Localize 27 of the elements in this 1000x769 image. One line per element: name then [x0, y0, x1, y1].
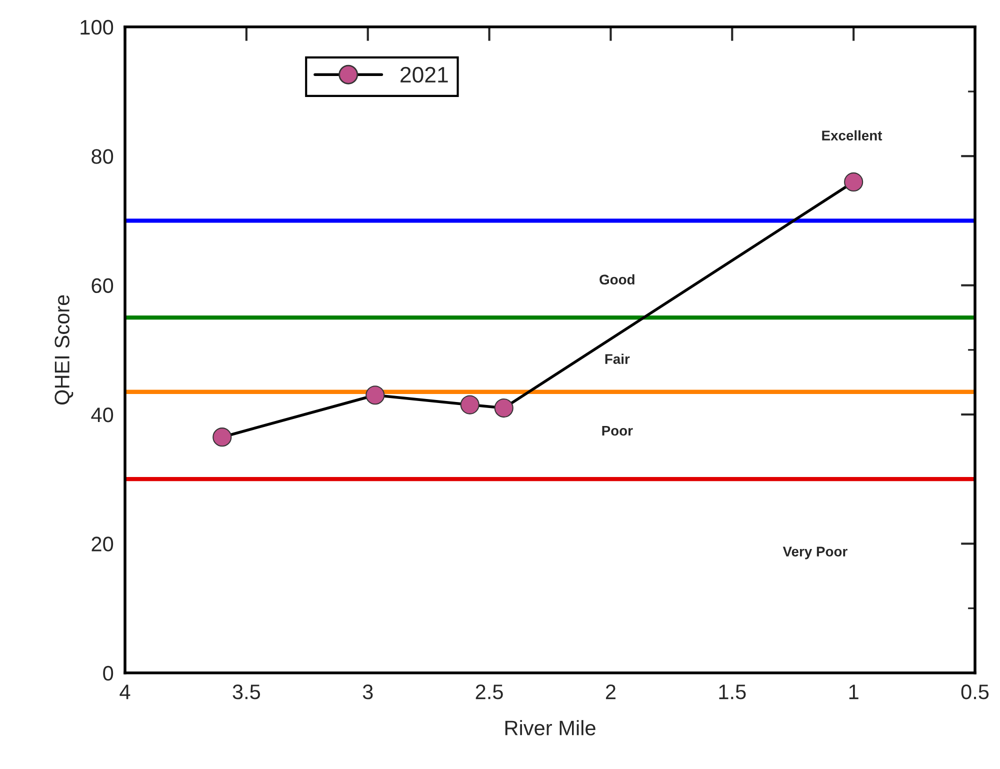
x-tick-label: 3.5 [232, 684, 260, 700]
y-tick-label: 100 [80, 20, 114, 35]
point [460, 395, 480, 414]
point [844, 172, 864, 192]
annotation: Fair [605, 354, 630, 364]
annotation: Good [600, 274, 634, 285]
y-tick-label: 40 [91, 407, 114, 422]
y-tick-label: 80 [92, 149, 114, 164]
x-tick-label: 3 [362, 684, 373, 700]
y-tick-label: 0 [103, 666, 114, 681]
x-tick-label: 2.5 [476, 684, 503, 700]
y-tick-label: 20 [92, 536, 114, 552]
legend-label: 2021 [400, 66, 448, 83]
annotation: Excellent [822, 130, 882, 140]
annotation: Poor [602, 426, 633, 436]
y-tick-label: 60 [92, 278, 114, 294]
x-tick-label: 0.5 [961, 684, 989, 700]
x-tick-label: 4 [120, 684, 130, 700]
point [212, 428, 232, 447]
point [494, 398, 514, 418]
x-axis-title: River Mile [505, 720, 596, 736]
y-axis-title: QHEI Score [54, 295, 74, 404]
x-tick-label: 1.5 [719, 684, 746, 700]
point [366, 386, 385, 405]
x-tick-label: 1 [849, 684, 858, 700]
annotation: Very Poor [782, 546, 848, 560]
x-tick-label: 2 [606, 684, 616, 700]
